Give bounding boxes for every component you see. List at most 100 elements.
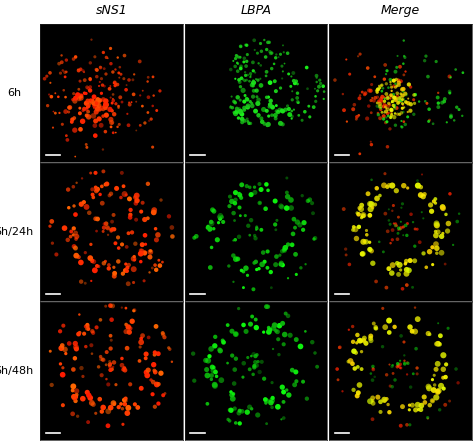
Point bbox=[75, 254, 82, 261]
Point bbox=[273, 253, 280, 260]
Point bbox=[110, 226, 118, 233]
Point bbox=[264, 94, 272, 101]
Point bbox=[236, 79, 244, 86]
Point bbox=[253, 223, 261, 230]
Point bbox=[238, 181, 246, 188]
Point bbox=[69, 387, 76, 394]
Point bbox=[239, 76, 246, 83]
Point bbox=[394, 92, 401, 99]
Point bbox=[248, 100, 255, 107]
Point bbox=[230, 98, 238, 105]
Point bbox=[165, 344, 173, 351]
Point bbox=[120, 365, 128, 372]
Point bbox=[379, 343, 386, 350]
Point bbox=[301, 328, 309, 335]
Point bbox=[133, 197, 141, 204]
Point bbox=[403, 270, 410, 277]
Point bbox=[149, 379, 157, 386]
Point bbox=[278, 203, 286, 210]
Point bbox=[390, 83, 398, 90]
Point bbox=[367, 109, 375, 116]
Point bbox=[257, 62, 264, 69]
Point bbox=[350, 223, 357, 230]
Point bbox=[249, 82, 257, 89]
Point bbox=[91, 100, 99, 107]
Point bbox=[278, 416, 285, 423]
Point bbox=[271, 198, 279, 205]
Point bbox=[370, 320, 378, 327]
Point bbox=[224, 416, 232, 423]
Point bbox=[202, 357, 210, 364]
Point bbox=[388, 106, 395, 113]
Point bbox=[255, 96, 262, 103]
Point bbox=[402, 258, 410, 265]
Point bbox=[272, 327, 280, 334]
Point bbox=[132, 240, 139, 247]
Point bbox=[276, 322, 283, 329]
Point bbox=[438, 249, 445, 256]
Point bbox=[278, 75, 286, 82]
Point bbox=[52, 110, 59, 117]
Point bbox=[100, 96, 107, 103]
Point bbox=[400, 88, 407, 95]
Point bbox=[242, 63, 250, 70]
Point bbox=[417, 183, 425, 191]
Point bbox=[123, 82, 130, 89]
Point bbox=[354, 332, 361, 339]
Point bbox=[459, 69, 467, 76]
Point bbox=[122, 260, 129, 267]
Point bbox=[420, 250, 428, 257]
Point bbox=[455, 106, 463, 113]
Point bbox=[428, 397, 436, 404]
Point bbox=[288, 115, 295, 122]
Point bbox=[114, 54, 121, 61]
Point bbox=[398, 109, 405, 116]
Point bbox=[331, 76, 339, 84]
Point bbox=[368, 81, 375, 88]
Point bbox=[449, 241, 457, 248]
Point bbox=[289, 96, 296, 103]
Point bbox=[271, 322, 278, 329]
Point bbox=[422, 53, 430, 60]
Point bbox=[94, 101, 101, 108]
Point bbox=[339, 91, 346, 98]
Point bbox=[130, 279, 137, 286]
Point bbox=[96, 103, 103, 110]
Point bbox=[264, 122, 271, 129]
Point bbox=[397, 123, 405, 130]
Point bbox=[426, 331, 434, 338]
Point bbox=[458, 112, 466, 119]
Point bbox=[358, 348, 365, 355]
Point bbox=[227, 66, 235, 73]
Point bbox=[104, 231, 112, 238]
Point bbox=[429, 261, 437, 268]
Point bbox=[254, 358, 262, 365]
Point bbox=[83, 104, 91, 111]
Point bbox=[283, 175, 291, 182]
Point bbox=[396, 364, 404, 371]
Point bbox=[266, 101, 274, 108]
Point bbox=[444, 325, 452, 332]
Point bbox=[49, 240, 56, 247]
Point bbox=[240, 360, 247, 367]
Point bbox=[397, 267, 404, 274]
Point bbox=[94, 105, 101, 112]
Point bbox=[130, 307, 138, 314]
Point bbox=[151, 349, 159, 356]
Point bbox=[128, 229, 136, 236]
Point bbox=[109, 363, 117, 370]
Point bbox=[143, 369, 150, 376]
Point bbox=[159, 330, 166, 337]
Point bbox=[86, 255, 94, 262]
Point bbox=[373, 185, 381, 192]
Point bbox=[149, 73, 157, 80]
Point bbox=[396, 111, 403, 118]
Point bbox=[230, 380, 238, 387]
Point bbox=[72, 95, 79, 102]
Point bbox=[407, 84, 414, 91]
Point bbox=[53, 251, 60, 258]
Point bbox=[279, 42, 287, 49]
Point bbox=[417, 406, 425, 413]
Point bbox=[366, 200, 374, 207]
Point bbox=[400, 85, 407, 92]
